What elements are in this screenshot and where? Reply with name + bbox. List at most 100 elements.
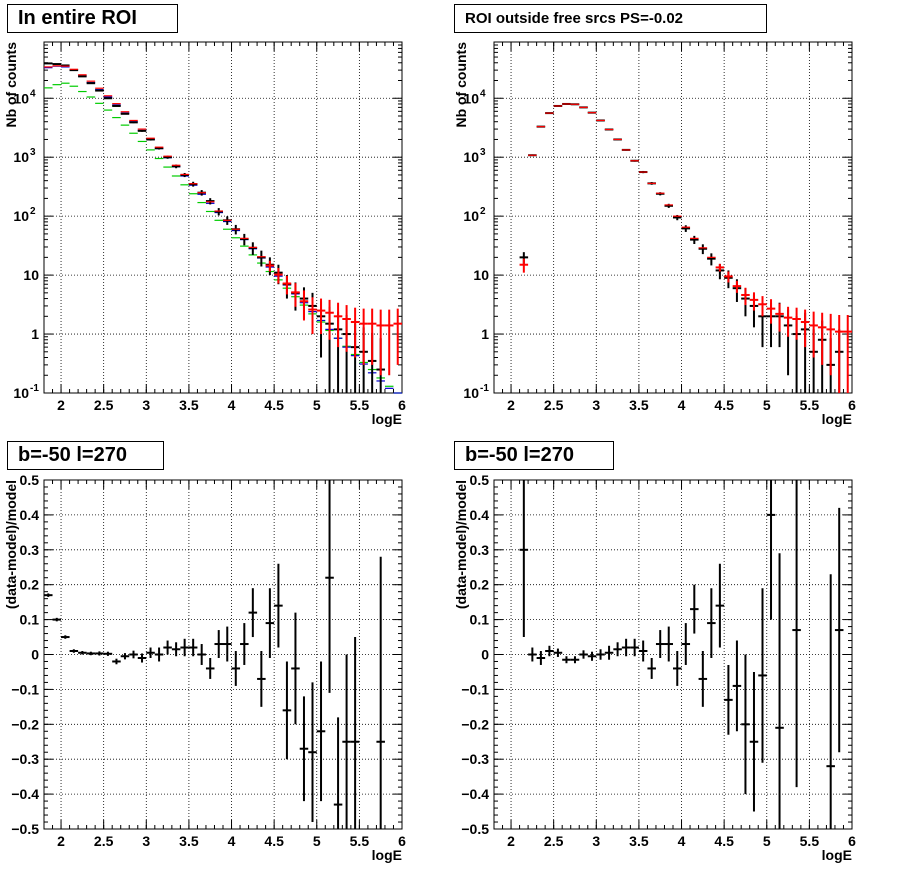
y-tick-label: −0.4 bbox=[461, 786, 489, 802]
x-tick-label: 2.5 bbox=[94, 833, 114, 849]
data-series bbox=[44, 65, 402, 376]
y-tick-label: 0.2 bbox=[20, 577, 40, 593]
x-tick-label: 2 bbox=[507, 397, 515, 413]
y-tick-exponent: 4 bbox=[480, 88, 486, 99]
x-tick-label: 2.5 bbox=[544, 397, 564, 413]
y-tick-label: −0.1 bbox=[11, 681, 39, 697]
x-tick-label: 5.5 bbox=[800, 833, 820, 849]
y-tick-label: −0.5 bbox=[11, 821, 39, 837]
y-axis-label: (data-model)/model bbox=[3, 480, 19, 609]
plot-frame bbox=[43, 479, 403, 830]
x-tick-label: 4.5 bbox=[264, 833, 284, 849]
x-tick-label: 3.5 bbox=[179, 397, 199, 413]
y-tick-label: 10 bbox=[13, 208, 29, 224]
y-tick-label: 0.5 bbox=[470, 472, 490, 488]
data-series bbox=[519, 103, 852, 393]
y-axis-label: Nb of counts bbox=[453, 42, 469, 128]
x-tick-label: 2 bbox=[57, 833, 65, 849]
y-tick-label: 10 bbox=[13, 149, 29, 165]
y-tick-label: 0.5 bbox=[20, 472, 40, 488]
y-tick-label: 0.4 bbox=[470, 507, 490, 523]
y-tick-label: −0.2 bbox=[11, 716, 39, 732]
y-tick-label: 0 bbox=[481, 647, 489, 663]
y-tick-label: 10 bbox=[463, 149, 479, 165]
x-tick-label: 3 bbox=[142, 833, 150, 849]
x-tick-label: 3.5 bbox=[629, 833, 649, 849]
y-tick-label: 10 bbox=[13, 385, 29, 401]
y-tick-exponent: 4 bbox=[30, 88, 36, 99]
x-tick-label: 4 bbox=[678, 833, 686, 849]
y-tick-exponent: 2 bbox=[480, 206, 486, 217]
x-tick-label: 4.5 bbox=[264, 397, 284, 413]
x-tick-label: 2.5 bbox=[544, 833, 564, 849]
y-tick-exponent: 3 bbox=[30, 147, 36, 158]
x-tick-label: 5 bbox=[763, 397, 771, 413]
x-axis-label: logE bbox=[372, 847, 402, 863]
x-tick-label: 4.5 bbox=[714, 833, 734, 849]
x-axis-label: logE bbox=[372, 411, 402, 427]
chart-panel: 2 2.5 3 3.5 4 4.5 5 5.5 6 −0.5 −0.4 −0.3 −0.2 −0.1 0 0.… bbox=[453, 472, 856, 863]
y-axis-label: Nb of counts bbox=[3, 42, 19, 128]
x-tick-label: 5.5 bbox=[350, 833, 370, 849]
chart-title: b=-50 l=270 bbox=[7, 441, 164, 470]
x-tick-label: 4 bbox=[228, 397, 236, 413]
x-tick-label: 3 bbox=[142, 397, 150, 413]
y-tick-label: −0.4 bbox=[11, 786, 39, 802]
y-tick-label: 0.2 bbox=[470, 577, 490, 593]
x-tick-label: 3 bbox=[592, 397, 600, 413]
plot-frame bbox=[493, 479, 853, 830]
y-tick-label: 1 bbox=[31, 326, 39, 342]
y-tick-label: 10 bbox=[13, 90, 29, 106]
x-tick-label: 2 bbox=[507, 833, 515, 849]
plot-frame bbox=[493, 41, 853, 394]
x-axis-label: logE bbox=[822, 847, 852, 863]
x-tick-label: 5 bbox=[763, 833, 771, 849]
x-tick-label: 6 bbox=[848, 833, 856, 849]
x-tick-label: 3 bbox=[592, 833, 600, 849]
y-tick-label: −0.3 bbox=[11, 751, 39, 767]
data-series bbox=[519, 480, 844, 829]
y-tick-label: 1 bbox=[481, 326, 489, 342]
chart-title: b=-50 l=270 bbox=[454, 441, 614, 470]
y-tick-label: −0.1 bbox=[461, 681, 489, 697]
y-tick-label: 10 bbox=[463, 385, 479, 401]
x-tick-label: 5.5 bbox=[800, 397, 820, 413]
y-tick-exponent: 2 bbox=[30, 206, 36, 217]
x-tick-label: 5 bbox=[313, 397, 321, 413]
x-tick-label: 2 bbox=[57, 397, 65, 413]
x-tick-label: 6 bbox=[848, 397, 856, 413]
y-tick-label: 0.4 bbox=[20, 507, 40, 523]
chart-title: In entire ROI bbox=[7, 4, 178, 33]
y-tick-exponent: 3 bbox=[480, 147, 486, 158]
y-tick-label: 0 bbox=[31, 647, 39, 663]
y-tick-exponent: -1 bbox=[30, 383, 39, 394]
x-tick-label: 4 bbox=[678, 397, 686, 413]
y-tick-label: 0.1 bbox=[470, 612, 490, 628]
y-tick-exponent: -1 bbox=[480, 383, 489, 394]
plot-frame bbox=[43, 41, 403, 394]
y-tick-label: −0.3 bbox=[461, 751, 489, 767]
y-tick-label: 0.1 bbox=[20, 612, 40, 628]
y-axis-label: (data-model)/model bbox=[453, 480, 469, 609]
x-axis-label: logE bbox=[822, 411, 852, 427]
chart-title: ROI outside free srcs PS=-0.02 bbox=[454, 4, 767, 33]
x-tick-label: 6 bbox=[398, 833, 406, 849]
y-tick-label: 10 bbox=[473, 267, 489, 283]
x-tick-label: 3.5 bbox=[629, 397, 649, 413]
x-tick-label: 4 bbox=[228, 833, 236, 849]
y-tick-label: −0.5 bbox=[461, 821, 489, 837]
data-series bbox=[44, 480, 385, 829]
y-tick-label: 0.3 bbox=[20, 542, 40, 558]
x-tick-label: 2.5 bbox=[94, 397, 114, 413]
y-tick-label: 10 bbox=[23, 267, 39, 283]
y-tick-label: 10 bbox=[463, 90, 479, 106]
x-tick-label: 5 bbox=[313, 833, 321, 849]
x-tick-label: 3.5 bbox=[179, 833, 199, 849]
x-tick-label: 4.5 bbox=[714, 397, 734, 413]
y-tick-label: 10 bbox=[463, 208, 479, 224]
x-tick-label: 5.5 bbox=[350, 397, 370, 413]
x-tick-label: 6 bbox=[398, 397, 406, 413]
